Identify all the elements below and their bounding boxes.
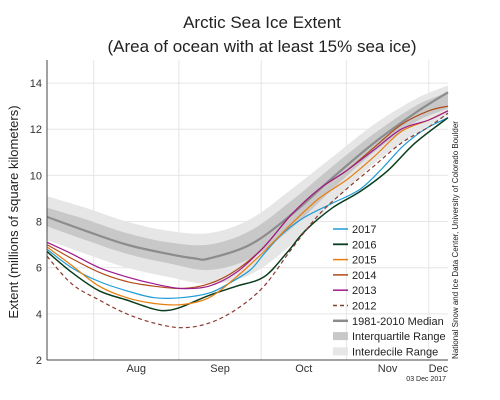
y-tick-label: 4 — [36, 309, 42, 321]
y-tick-label: 6 — [36, 263, 42, 275]
y-tick-label: 2 — [36, 355, 42, 367]
legend-label: 2012 — [352, 301, 376, 313]
series-line-1981-2010-median — [46, 91, 449, 261]
y-tick-label: 14 — [30, 78, 42, 90]
legend-label: 2017 — [352, 224, 376, 236]
y-tick-label: 12 — [30, 124, 42, 136]
y-tick-label: 10 — [30, 170, 42, 182]
legend-label: Interquartile Range — [352, 331, 446, 343]
x-tick-label: Aug — [126, 363, 146, 375]
plot-area: 2 4 6 8 10 12 14 Aug Sep Oct Nov Dec — [30, 60, 449, 375]
x-tick-label: Oct — [295, 363, 312, 375]
x-tick-label: Sep — [210, 363, 230, 375]
legend-swatch — [333, 347, 348, 356]
legend-label: 2013 — [352, 285, 376, 297]
y-axis-label: Extent (millions of square kilometers) — [6, 105, 21, 318]
legend-label: 2015 — [352, 255, 376, 267]
series-line-2012 — [46, 112, 449, 329]
legend-label: 2014 — [352, 270, 376, 282]
x-tick-label: Nov — [378, 363, 398, 375]
band-interdecile-range — [47, 85, 448, 284]
credit-text: National Snow and Ice Data Center, Unive… — [451, 121, 460, 359]
series-line-2016 — [46, 117, 449, 312]
series-line-2015 — [46, 110, 449, 306]
y-tick-label: 8 — [36, 217, 42, 229]
legend-swatch — [333, 332, 348, 341]
series-line-2017 — [46, 117, 449, 300]
legend-label: 2016 — [352, 239, 376, 251]
series-line-2013 — [46, 110, 449, 290]
chart-title: Arctic Sea Ice Extent — [183, 13, 341, 32]
legend-label: 1981-2010 Median — [352, 316, 444, 328]
date-stamp: 03 Dec 2017 — [406, 376, 446, 383]
legend-label: Interdecile Range — [352, 346, 438, 358]
series-line-2014 — [46, 105, 449, 290]
x-tick-label: Dec — [429, 363, 449, 375]
plot-background — [47, 60, 448, 360]
legend: 2017 2016 2015 2014 2013 2012 1981-2010 Median… — [333, 224, 446, 358]
band-interquartile-range — [47, 92, 448, 271]
chart-subtitle: (Area of ocean with at least 15% sea ice… — [108, 37, 417, 56]
